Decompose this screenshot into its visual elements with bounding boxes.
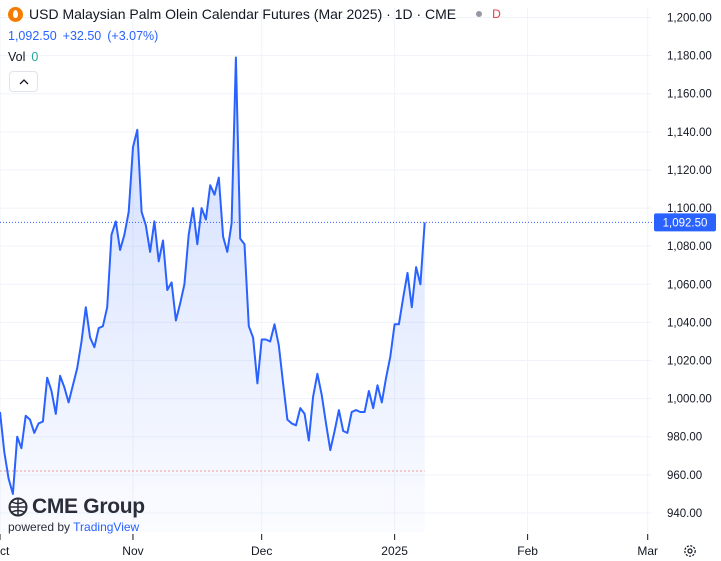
drop-icon xyxy=(8,6,23,22)
price-change-percent: (+3.07%) xyxy=(107,29,159,43)
y-tick-label: 1,000.00 xyxy=(667,394,712,406)
symbol-title[interactable]: USD Malaysian Palm Olein Calendar Future… xyxy=(29,6,457,22)
y-tick-label: 1,100.00 xyxy=(667,203,712,215)
volume-value: 0 xyxy=(31,50,39,64)
settings-icon[interactable] xyxy=(683,544,697,558)
y-tick-label: 1,020.00 xyxy=(667,356,712,368)
collapse-legend-button[interactable] xyxy=(9,71,38,92)
price-axis[interactable]: 940.00 960.00 980.00 1,000.00 1,020.00 1,040.… xyxy=(667,13,712,520)
y-tick-label: 1,120.00 xyxy=(667,165,712,177)
x-tick-label: Dec xyxy=(251,544,272,558)
x-tick-label: Feb xyxy=(517,544,538,558)
y-tick-label: 1,040.00 xyxy=(667,317,712,329)
last-price: 1,092.50 xyxy=(8,29,57,43)
y-tick-label: 940.00 xyxy=(667,508,702,520)
delayed-badge[interactable]: D xyxy=(492,7,501,21)
x-tick-label: 2025 xyxy=(381,544,408,558)
y-tick-label: 1,140.00 xyxy=(667,127,712,139)
y-tick-label: 1,200.00 xyxy=(667,13,712,25)
price-area-fill xyxy=(0,57,425,532)
cme-globe-icon xyxy=(8,497,28,517)
last-price-tag-label: 1,092.50 xyxy=(663,217,708,229)
price-line xyxy=(0,56,426,495)
price-change: +32.50 xyxy=(62,29,102,43)
y-tick-label: 960.00 xyxy=(667,470,702,482)
powered-by-label: powered by xyxy=(8,520,71,534)
y-tick-label: 1,080.00 xyxy=(667,241,712,253)
y-tick-label: 1,160.00 xyxy=(667,89,712,101)
chart-header: USD Malaysian Palm Olein Calendar Future… xyxy=(8,6,501,22)
chevron-up-icon xyxy=(19,78,28,84)
volume-label: Vol xyxy=(8,50,26,64)
last-price-tag-bg xyxy=(654,213,716,232)
volume-legend: Vol 0 xyxy=(8,50,38,64)
quote-line: 1,092.50 +32.50 (+3.07%) xyxy=(8,29,158,43)
last-price-tag: 1,092.50 xyxy=(654,213,716,232)
y-tick-label: 1,180.00 xyxy=(667,51,712,63)
y-tick-label: 980.00 xyxy=(667,432,702,444)
x-tick-label: Mar xyxy=(637,544,658,558)
branding: CME Group powered by TradingView xyxy=(8,495,145,534)
market-status-icon[interactable] xyxy=(476,11,483,17)
time-axis[interactable]: Oct Nov Dec 2025 Feb Mar xyxy=(0,534,658,558)
tradingview-link[interactable]: TradingView xyxy=(73,520,140,534)
brand-name: CME Group xyxy=(32,495,145,518)
y-tick-label: 1,060.00 xyxy=(667,279,712,291)
x-tick-label: Nov xyxy=(122,544,143,558)
x-tick-label: Oct xyxy=(0,544,10,558)
